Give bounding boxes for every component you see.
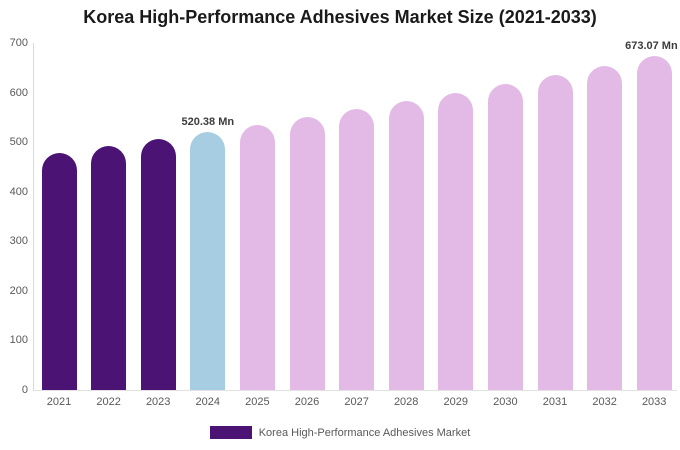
y-tick-400: 400 xyxy=(9,185,28,198)
bar-2031[interactable] xyxy=(537,75,573,390)
x-tick-2028: 2028 xyxy=(393,396,419,408)
x-tick-2027: 2027 xyxy=(344,396,369,408)
bar-2030[interactable] xyxy=(487,83,523,390)
chart-title: Korea High-Performance Adhesives Market … xyxy=(83,7,597,27)
y-tick-200: 200 xyxy=(9,284,28,297)
x-tick-2023: 2023 xyxy=(145,396,171,408)
bar-2023[interactable] xyxy=(140,139,176,390)
x-tick-2031: 2031 xyxy=(542,396,568,408)
bar-value-label-2024: 520.38 Mn xyxy=(181,116,235,129)
x-tick-2033: 2033 xyxy=(641,396,667,408)
bar-2028[interactable] xyxy=(388,100,424,390)
x-tick-2024: 2024 xyxy=(195,396,221,408)
x-tick-2021: 2021 xyxy=(46,396,72,408)
bar-value-label-2033: 673.07 Mn xyxy=(625,40,678,53)
x-tick-2026: 2026 xyxy=(294,396,320,408)
bar-2025[interactable] xyxy=(239,124,275,390)
y-tick-600: 600 xyxy=(9,86,28,99)
bar-2022[interactable] xyxy=(91,146,127,390)
bar-2029[interactable] xyxy=(438,92,474,390)
bar-2033[interactable]: 673.07 Mn xyxy=(625,40,678,390)
y-tick-300: 300 xyxy=(9,235,28,248)
x-tick-2025: 2025 xyxy=(245,396,270,408)
x-tick-2030: 2030 xyxy=(493,396,518,408)
y-tick-700: 700 xyxy=(9,37,28,49)
bar-2024[interactable]: 520.38 Mn xyxy=(182,116,234,390)
y-tick-100: 100 xyxy=(9,334,28,347)
bar-2027[interactable] xyxy=(339,109,375,390)
bar-2026[interactable] xyxy=(289,116,325,390)
y-axis-line xyxy=(33,43,34,391)
x-axis-baseline xyxy=(33,390,677,391)
legend-label: Korea High-Performance Adhesives Market xyxy=(258,426,471,439)
x-tick-2029: 2029 xyxy=(443,396,469,408)
bar-2032[interactable] xyxy=(587,65,623,390)
bar-2021[interactable] xyxy=(41,153,77,390)
legend[interactable]: Korea High-Performance Adhesives Market xyxy=(0,426,680,439)
y-tick-0: 0 xyxy=(21,384,28,396)
legend-swatch xyxy=(209,426,252,439)
x-tick-2032: 2032 xyxy=(592,396,617,408)
x-tick-2022: 2022 xyxy=(96,396,121,408)
y-tick-500: 500 xyxy=(9,136,28,149)
